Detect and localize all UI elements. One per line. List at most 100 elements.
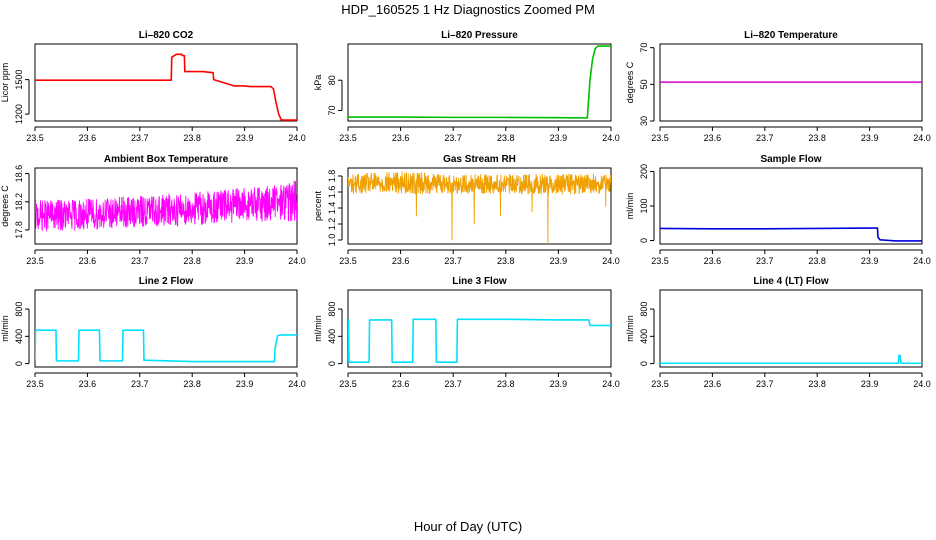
x-tick-label: 23.8: [183, 379, 201, 389]
x-tick-label: 23.5: [339, 379, 357, 389]
figure-title: HDP_160525 1 Hz Diagnostics Zoomed PM: [341, 2, 595, 17]
x-tick-label: 23.9: [861, 133, 879, 143]
x-tick-label: 23.7: [131, 133, 149, 143]
x-tick-label: 23.7: [756, 379, 774, 389]
y-tick-label: 1500: [14, 70, 24, 90]
series-line: [348, 318, 611, 364]
x-tick-label: 23.5: [339, 133, 357, 143]
y-axis-label: kPa: [313, 75, 323, 91]
panel-title: Line 2 Flow: [139, 276, 194, 287]
x-tick-label: 23.6: [704, 133, 722, 143]
y-tick-label: 200: [639, 164, 649, 179]
x-tick-label: 23.7: [131, 379, 149, 389]
panel-title: Ambient Box Temperature: [104, 154, 229, 165]
y-tick-label: 70: [639, 43, 649, 53]
x-tick-label: 23.7: [444, 256, 462, 266]
x-tick-label: 24.0: [288, 256, 306, 266]
series-line: [348, 45, 611, 119]
x-tick-label: 23.9: [861, 379, 879, 389]
x-tick-label: 23.7: [444, 133, 462, 143]
y-tick-label: 800: [639, 302, 649, 317]
y-axis: 0 400 800: [14, 302, 30, 366]
series-line: [35, 329, 297, 363]
series-line: [348, 171, 611, 244]
y-tick-label: 1.4: [327, 202, 337, 215]
x-axis: 23.5 23.6 23.7 23.8 23.9 24.0: [339, 249, 620, 266]
x-tick-label: 24.0: [913, 256, 931, 266]
y-tick-label: 80: [327, 75, 337, 85]
x-tick-label: 23.5: [651, 256, 669, 266]
y-tick-label: 800: [14, 302, 24, 317]
x-axis: 23.5 23.6 23.7 23.8 23.9 24.0: [651, 249, 931, 266]
plot-frame: [34, 43, 298, 122]
x-tick-label: 23.6: [392, 133, 410, 143]
x-tick-label: 24.0: [602, 133, 620, 143]
y-axis: 1.0 1.2 1.4 1.6 1.8: [327, 170, 343, 246]
x-tick-label: 23.8: [808, 379, 826, 389]
y-axis-label: ml/min: [625, 193, 635, 220]
series-line: [660, 227, 922, 242]
x-tick-label: 24.0: [288, 133, 306, 143]
y-axis-label: ml/min: [0, 315, 10, 342]
y-axis: 17.8 18.2 18.6: [14, 165, 30, 239]
x-tick-label: 23.5: [651, 133, 669, 143]
panel-title: Li–820 CO2: [139, 30, 194, 41]
chart-panel-7: Line 2 Flow 23.5 23.6 23.7 23.8 23.9 24.0 0 400 8…: [0, 276, 306, 389]
y-tick-label: 800: [327, 302, 337, 317]
chart-panel-9: Line 4 (LT) Flow 23.5 23.6 23.7 23.8 23.9 24.0…: [625, 276, 931, 389]
panel-title: Line 4 (LT) Flow: [753, 276, 829, 287]
x-tick-label: 24.0: [288, 379, 306, 389]
x-tick-label: 23.6: [704, 379, 722, 389]
y-axis: 0 400 800: [639, 302, 655, 366]
y-axis: 1200 1500: [14, 70, 30, 124]
x-tick-label: 23.9: [550, 379, 568, 389]
y-axis-label: ml/min: [313, 315, 323, 342]
y-axis-label: degrees C: [625, 61, 635, 103]
panel-title: Sample Flow: [760, 154, 821, 165]
panel-grid: Li–820 CO2 23.5 23.6 23.7 23.8 23.9 24.0 1200 15…: [0, 30, 931, 389]
chart-panel-1: Li–820 CO2 23.5 23.6 23.7 23.8 23.9 24.0 1200 15…: [0, 30, 306, 143]
y-tick-label: 0: [639, 361, 649, 366]
y-tick-label: 1.2: [327, 218, 337, 231]
x-tick-label: 23.9: [236, 379, 254, 389]
y-tick-label: 18.2: [14, 193, 24, 211]
x-tick-label: 23.7: [756, 256, 774, 266]
x-tick-label: 23.6: [79, 133, 97, 143]
plot-frame: [347, 167, 612, 245]
x-tick-label: 23.8: [183, 256, 201, 266]
y-tick-label: 1200: [14, 104, 24, 124]
x-tick-label: 23.9: [550, 256, 568, 266]
x-tick-label: 24.0: [602, 379, 620, 389]
y-tick-label: 0: [327, 361, 337, 366]
x-tick-label: 23.5: [26, 133, 44, 143]
chart-panel-3: Li–820 Temperature 23.5 23.6 23.7 23.8 23.9 24…: [625, 30, 931, 143]
plot-frame: [34, 289, 298, 368]
y-tick-label: 400: [327, 329, 337, 344]
y-axis-label: ml/min: [625, 315, 635, 342]
chart-panel-8: Line 3 Flow 23.5 23.6 23.7 23.8 23.9 24.0 0 400 8…: [313, 276, 620, 389]
y-axis-label: degrees C: [0, 185, 10, 227]
y-tick-label: 18.6: [14, 165, 24, 183]
y-tick-label: 70: [327, 105, 337, 115]
x-axis: 23.5 23.6 23.7 23.8 23.9 24.0: [26, 372, 306, 389]
x-tick-label: 23.5: [26, 256, 44, 266]
series-line: [660, 354, 922, 365]
x-tick-label: 24.0: [602, 256, 620, 266]
x-tick-label: 23.8: [183, 133, 201, 143]
y-tick-label: 0: [14, 361, 24, 366]
plot-frame: [659, 167, 923, 245]
y-tick-label: 400: [14, 329, 24, 344]
y-axis: 30 50 70: [639, 43, 655, 126]
y-axis-label: Licor ppm: [0, 63, 10, 103]
x-tick-label: 23.5: [651, 379, 669, 389]
y-tick-label: 100: [639, 198, 649, 213]
figure-xlabel: Hour of Day (UTC): [414, 519, 522, 534]
x-tick-label: 23.5: [26, 379, 44, 389]
x-tick-label: 23.8: [808, 256, 826, 266]
x-tick-label: 23.9: [236, 256, 254, 266]
x-tick-label: 23.9: [236, 133, 254, 143]
y-tick-label: 400: [639, 329, 649, 344]
